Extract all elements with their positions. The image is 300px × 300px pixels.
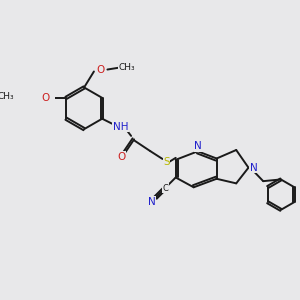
Text: O: O xyxy=(97,64,105,74)
Text: CH₃: CH₃ xyxy=(119,63,135,72)
Text: S: S xyxy=(163,157,170,167)
Text: NH: NH xyxy=(112,122,128,132)
Text: O: O xyxy=(117,152,125,162)
Text: N: N xyxy=(148,196,155,206)
Text: C: C xyxy=(162,184,168,193)
Text: N: N xyxy=(194,141,202,152)
Text: O: O xyxy=(41,93,49,103)
Text: CH₃: CH₃ xyxy=(0,92,14,101)
Text: N: N xyxy=(250,163,258,173)
